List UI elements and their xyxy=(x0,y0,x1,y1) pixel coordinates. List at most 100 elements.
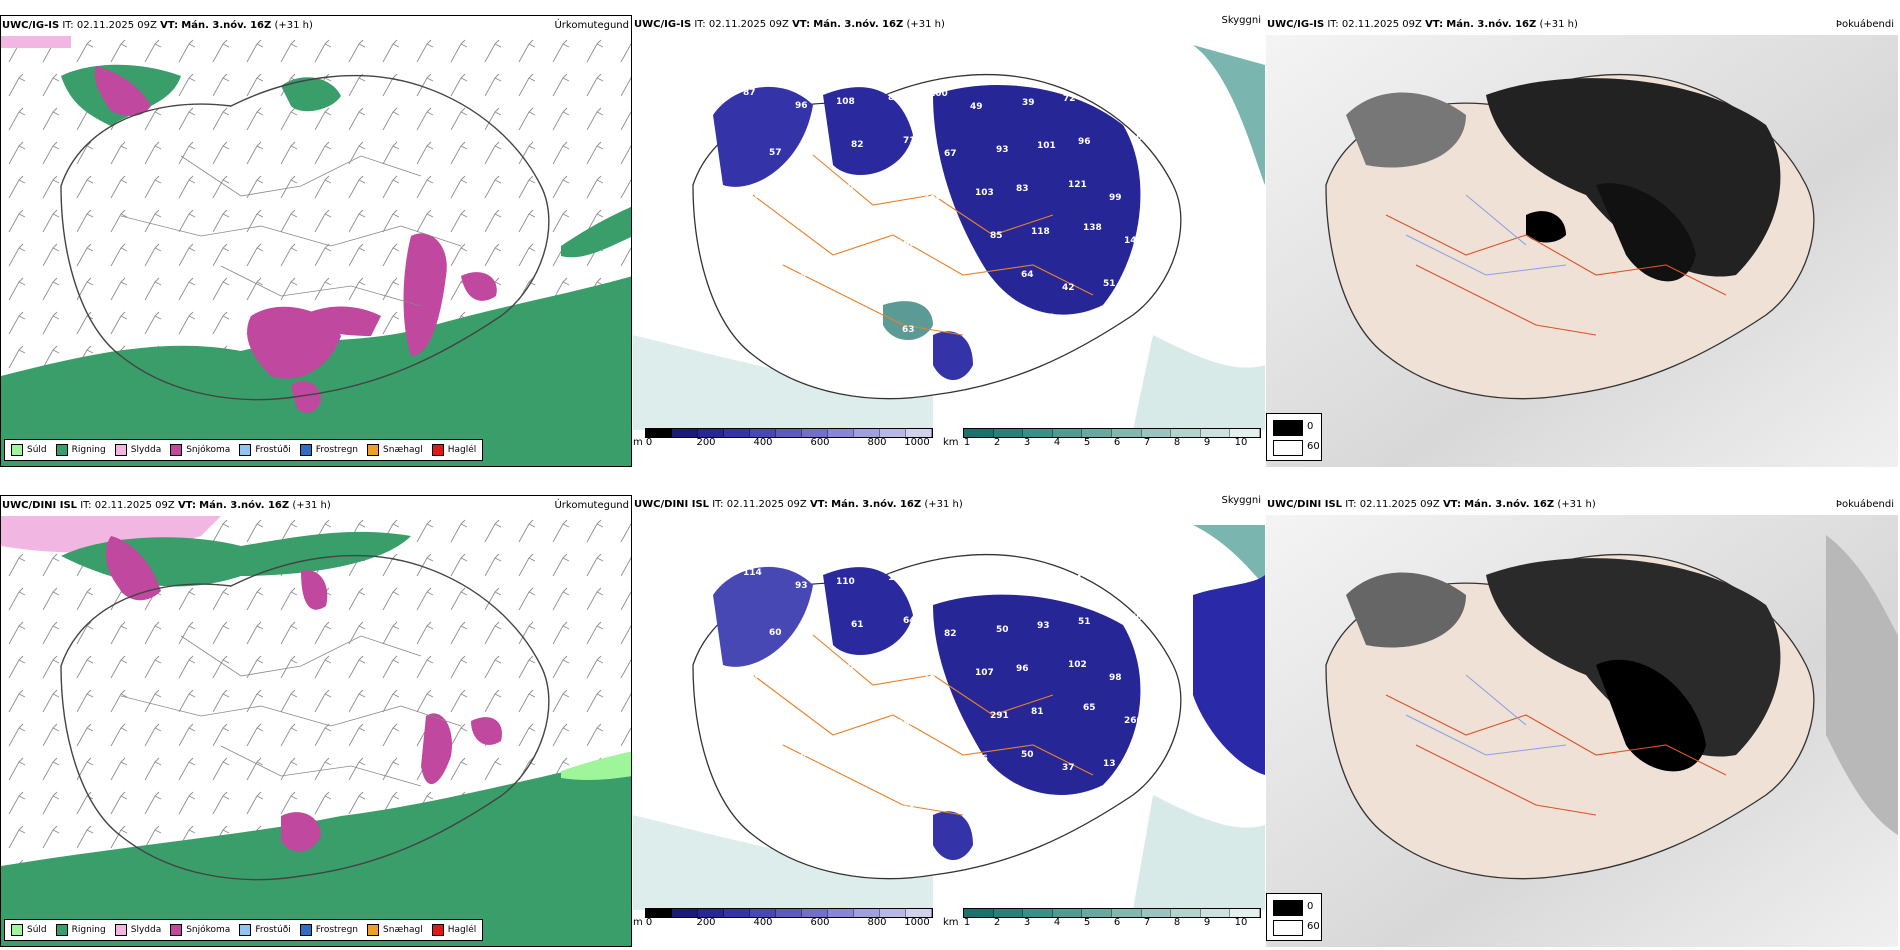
legend-item: Rigning xyxy=(55,924,106,936)
vt-value: Mán. 3.nóv. 16Z xyxy=(813,19,904,30)
legend-swatch xyxy=(55,444,68,456)
colorbar-segment xyxy=(1111,429,1142,437)
legend-swatch xyxy=(239,924,252,936)
colorbar-tick: 600 xyxy=(810,917,830,928)
panel-title: Skyggni xyxy=(1221,15,1261,26)
cloud-base-value: 80 xyxy=(888,93,901,103)
cloud-base-value: 13 xyxy=(768,800,781,810)
legend-label: Snæhagl xyxy=(383,445,423,455)
vt-label: VT: xyxy=(809,499,828,510)
cloud-base-value: 87 xyxy=(743,88,756,98)
legend-swatch xyxy=(299,924,312,936)
colorbar-segment xyxy=(1111,909,1142,917)
colorbar-unit: km xyxy=(943,917,959,928)
colorbar-tick: 2 xyxy=(993,917,1001,928)
cloud-base-value: 72 xyxy=(1063,94,1076,104)
cloud-base-value: 63 xyxy=(902,325,915,335)
fog-map xyxy=(1266,515,1898,947)
colorbar-segment xyxy=(1023,909,1053,917)
cloud-base-value: 130 xyxy=(856,706,875,716)
it-value: 02.11.2025 09Z xyxy=(726,499,807,510)
colorbar-segment xyxy=(646,429,672,437)
colorbar-tick: 4 xyxy=(1053,437,1061,448)
colorbar-segment xyxy=(854,429,880,437)
colorbar-segment xyxy=(672,429,698,437)
cloud-base-value: 174 xyxy=(1063,574,1082,584)
cloud-base-value: 50 xyxy=(1021,750,1034,760)
colorbar-tick: 6 xyxy=(1113,917,1121,928)
colorbar-tick: 1000 xyxy=(904,437,930,448)
fog-legend-label: 0 xyxy=(1307,901,1314,912)
cloud-base-value: 229 xyxy=(928,278,947,288)
cloud-base-value: 61 xyxy=(851,620,864,630)
cloud-base-value: 138 xyxy=(1083,223,1102,233)
cloud-base-value: 84 xyxy=(902,805,915,815)
colorbar-tick: 400 xyxy=(753,917,773,928)
legend-swatch xyxy=(55,924,68,936)
colorbar-tick: 9 xyxy=(1203,437,1211,448)
cloud-base-colorbar: m 0 200 400 600 800 1000 xyxy=(633,428,933,448)
cloud-base-value: 121 xyxy=(1068,180,1087,190)
vt-label: VT: xyxy=(792,19,811,30)
legend-item: Snjókoma xyxy=(170,924,230,936)
cloud-base-value: 79 xyxy=(815,230,828,240)
colorbar-tick: 3 xyxy=(1023,917,1031,928)
colorbar-tick: 0 xyxy=(645,917,653,928)
fog-swatch-white xyxy=(1273,920,1303,936)
panel-header: UWC/IG-IS IT: 02.11.2025 09Z VT: Mán. 3.… xyxy=(1266,19,1898,33)
cloud-base-value: 54 xyxy=(1104,90,1117,100)
visibility-colorbar: km 1 2 3 4 5 6 7 8 9 10 xyxy=(943,428,1263,448)
colorbar-segment xyxy=(1171,429,1201,437)
colorbar-tick: 800 xyxy=(867,437,887,448)
colorbar-segment xyxy=(1082,909,1112,917)
colorbar-segment xyxy=(698,909,724,917)
offset-label: (+31 h) xyxy=(1539,19,1578,30)
cloud-base-value: 63 xyxy=(794,273,807,283)
colorbar-segment xyxy=(1200,909,1231,917)
colorbar-segment xyxy=(964,429,994,437)
colorbar-segment xyxy=(802,909,828,917)
it-label: IT: xyxy=(712,499,724,510)
fog-legend-label: 60 xyxy=(1307,441,1320,452)
colorbar-unit: km xyxy=(943,437,959,448)
colorbar-unit: m xyxy=(633,917,643,928)
cloud-base-value: 102 xyxy=(1068,660,1087,670)
cloud-panel-0: UWC/IG-IS IT: 02.11.2025 09Z VT: Mán. 3.… xyxy=(633,15,1265,467)
it-label: IT: xyxy=(80,500,92,511)
fog-swatch-black xyxy=(1273,420,1303,436)
legend-label: Snæhagl xyxy=(383,925,423,935)
legend-label: Frostúði xyxy=(255,445,291,455)
legend-label: Haglél xyxy=(447,925,477,935)
colorbar-tick: 8 xyxy=(1173,917,1181,928)
legend-swatch xyxy=(170,444,183,456)
panel-header: UWC/IG-IS IT: 02.11.2025 09Z VT: Mán. 3.… xyxy=(1,20,631,34)
colorbar-segment xyxy=(672,909,698,917)
cloud-map: 114 93 110 110 397 61 54 174 123 60 55 61 64 82 50 93 51… xyxy=(633,525,1265,910)
colorbar-segment xyxy=(1023,429,1053,437)
cloud-base-value: 54 xyxy=(1022,578,1035,588)
vt-label: VT: xyxy=(177,500,196,511)
colorbar-segment xyxy=(1230,909,1260,917)
visibility-colorbar: km 1 2 3 4 5 6 7 8 9 10 xyxy=(943,908,1263,928)
panel-title: Úrkomutegund xyxy=(554,500,629,511)
colorbar-segment xyxy=(880,909,906,917)
cloud-base-value: 60 xyxy=(1130,613,1143,623)
model-name: UWC/DINI ISL xyxy=(634,499,710,510)
fog-swatch-white xyxy=(1273,440,1303,456)
model-name: UWC/IG-IS xyxy=(634,19,692,30)
legend-item: Haglél xyxy=(431,444,476,456)
cloud-base-value: 92 xyxy=(856,226,869,236)
legend-label: Frostregn xyxy=(315,925,359,935)
legend-label: Slydda xyxy=(130,925,162,935)
cloud-base-value: 84 xyxy=(861,329,874,339)
cloud-base-value: 57 xyxy=(769,148,782,158)
colorbar-tick: 3 xyxy=(1023,437,1031,448)
cloud-base-value: 143 xyxy=(1124,236,1143,246)
offset-label: (+31 h) xyxy=(906,19,945,30)
cloud-base-value: 93 xyxy=(795,581,808,591)
colorbar-segment xyxy=(1230,429,1260,437)
cloud-base-value: 106 xyxy=(969,754,988,764)
cloud-base-value: 100 xyxy=(929,89,948,99)
precip-map xyxy=(1,516,631,946)
colorbar-tick: 2 xyxy=(993,437,1001,448)
